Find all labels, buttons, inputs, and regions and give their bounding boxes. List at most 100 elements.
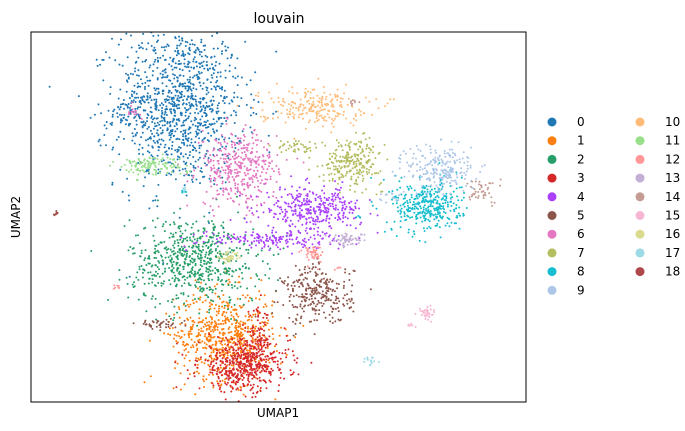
data-point (245, 155, 248, 158)
data-point (193, 238, 196, 241)
data-point (259, 357, 262, 360)
data-point (161, 124, 164, 127)
data-point (269, 178, 272, 181)
data-point (290, 175, 293, 178)
data-point (215, 310, 218, 313)
data-point (302, 295, 304, 298)
data-point (217, 366, 220, 369)
data-point (163, 46, 166, 49)
data-point (358, 168, 361, 171)
data-point (191, 144, 194, 147)
data-point (123, 107, 125, 110)
data-point (195, 118, 198, 121)
data-point (289, 205, 292, 208)
data-point (242, 303, 245, 306)
data-point (280, 151, 283, 154)
data-point (368, 147, 370, 149)
data-point (436, 202, 439, 205)
data-point (399, 186, 402, 189)
data-point (211, 289, 214, 292)
data-point (343, 280, 346, 283)
data-point (263, 245, 266, 248)
data-point (189, 163, 192, 165)
data-point (428, 220, 431, 223)
data-point (240, 355, 243, 358)
data-point (126, 80, 129, 83)
data-point (285, 238, 288, 241)
data-point (290, 146, 293, 148)
data-point (179, 235, 181, 238)
data-point (365, 167, 368, 170)
data-point (258, 278, 260, 281)
data-point (291, 197, 294, 199)
data-point (224, 367, 227, 370)
data-point (169, 317, 172, 320)
data-point (182, 142, 185, 145)
data-point (235, 358, 238, 361)
data-point (184, 229, 187, 232)
data-point (204, 112, 207, 114)
data-point (170, 301, 173, 304)
data-point (235, 334, 238, 336)
data-point (415, 218, 418, 220)
data-point (186, 139, 189, 142)
data-point (262, 316, 265, 319)
data-point (222, 187, 225, 190)
data-point (337, 215, 340, 218)
data-point (272, 242, 274, 245)
data-point (239, 323, 242, 326)
data-point (437, 219, 440, 222)
data-point (127, 74, 129, 76)
data-point (178, 335, 181, 338)
data-point (220, 390, 223, 393)
data-point (231, 199, 234, 202)
data-point (230, 234, 233, 237)
data-point (424, 173, 427, 175)
data-point (318, 268, 321, 271)
data-point (226, 234, 229, 237)
data-point (304, 300, 307, 303)
data-point (462, 212, 465, 215)
data-point (239, 164, 242, 167)
data-point (217, 118, 220, 121)
data-point (378, 183, 381, 186)
data-point (185, 254, 188, 257)
data-point (188, 126, 191, 129)
data-point (251, 341, 254, 344)
data-point (235, 319, 238, 322)
data-point (182, 160, 185, 163)
data-point (197, 112, 200, 115)
data-point (182, 133, 185, 136)
data-point (157, 243, 160, 246)
data-point (424, 217, 427, 220)
data-point (358, 145, 361, 148)
data-point (192, 67, 195, 70)
data-point (343, 201, 346, 204)
data-point (243, 183, 246, 186)
data-point (141, 147, 144, 149)
data-point (433, 181, 436, 184)
data-point (220, 143, 222, 146)
data-point (420, 191, 423, 194)
data-point (254, 376, 257, 379)
data-point (349, 224, 352, 227)
data-point (230, 54, 233, 57)
data-point (282, 235, 284, 238)
data-point (165, 248, 168, 251)
data-point (208, 333, 210, 336)
data-point (182, 247, 185, 250)
data-point (192, 319, 195, 322)
data-point (216, 240, 219, 243)
data-point (93, 113, 96, 116)
data-point (182, 129, 185, 132)
data-point (153, 60, 156, 63)
data-point (199, 289, 202, 292)
data-point (203, 124, 206, 127)
data-point (318, 313, 320, 316)
data-point (183, 357, 186, 360)
data-point (198, 147, 201, 150)
data-point (309, 146, 311, 149)
data-point (163, 116, 166, 119)
data-point (169, 136, 172, 139)
data-point (187, 63, 190, 65)
